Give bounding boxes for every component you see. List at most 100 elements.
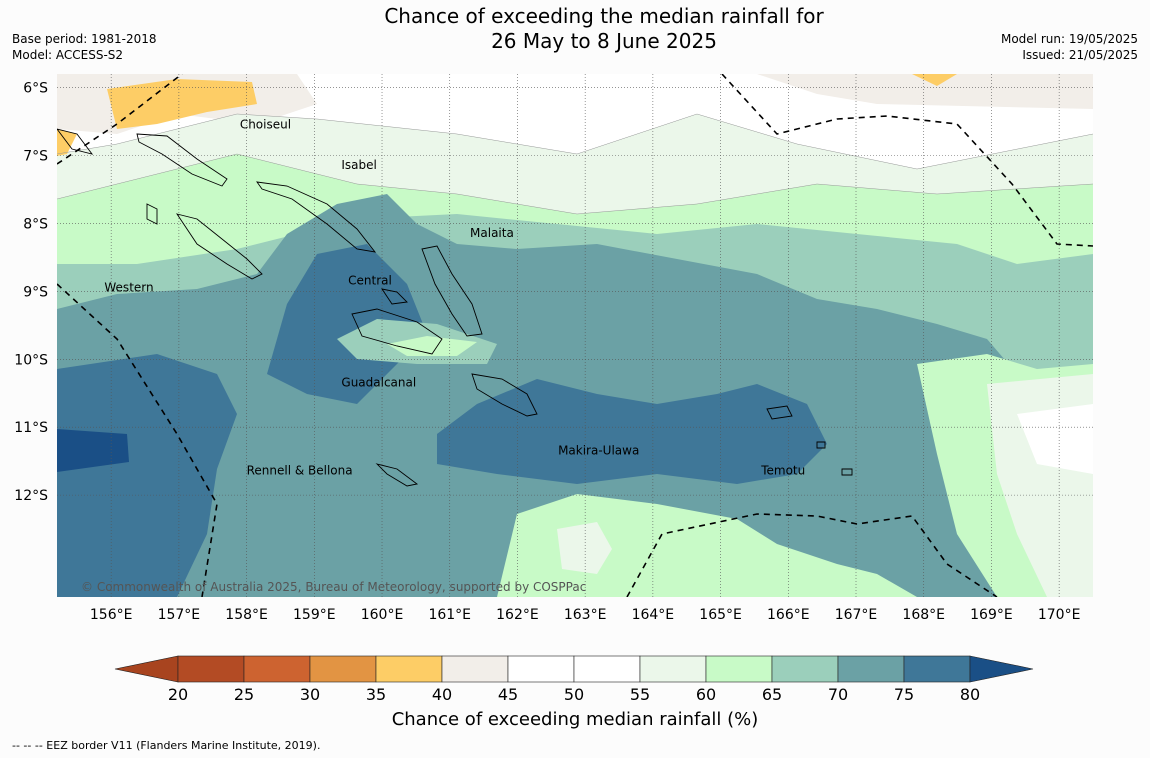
model-run: Model run: 19/05/2025 [1000, 32, 1138, 46]
lat-label: 11°S [14, 420, 48, 436]
lon-label: 157°E [158, 607, 201, 623]
region-label-rennell-bellona: Rennell & Bellona [247, 464, 353, 478]
title-line-2: 26 May to 8 June 2025 [491, 29, 717, 53]
lon-label: 168°E [902, 607, 945, 623]
region-label-western: Western [104, 280, 153, 294]
copyright-notice: © Commonwealth of Australia 2025, Bureau… [81, 580, 586, 594]
level-45-55-east [1017, 404, 1093, 474]
level-55-60-south-spot [557, 522, 612, 574]
title-line-1: Chance of exceeding the median rainfall … [384, 4, 824, 28]
colorbar-tick-label: 65 [762, 685, 782, 704]
rainfall-map: Choiseul Isabel Malaita Western Central Guada… [57, 74, 1093, 597]
graticule [57, 74, 1093, 597]
contour-line-2 [57, 153, 1093, 215]
colorbar-tick-label: 30 [300, 685, 320, 704]
contour-lines [57, 113, 1093, 215]
meta-left: Base period: 1981-2018 Model: ACCESS-S2 [12, 31, 157, 63]
colorbar-tick-label: 20 [168, 685, 188, 704]
lat-label: 9°S [23, 284, 48, 300]
colorbar-label: Chance of exceeding median rainfall (%) [391, 709, 759, 730]
eez-border-north [57, 74, 183, 165]
colorbar-cell [705, 655, 773, 683]
region-labels: Choiseul Isabel Malaita Western Central Guada… [104, 117, 805, 477]
lat-label: 8°S [23, 216, 48, 232]
colorbar-ticks: 20 25 30 35 40 45 50 55 60 65 70 75 80 [168, 685, 980, 704]
lon-labels: 156°E 157°E 158°E 159°E 160°E 161°E 162°E 163°E… [90, 607, 1081, 623]
colorbar-tick-label: 40 [432, 685, 452, 704]
level-35-40-northwest [107, 79, 257, 129]
makira-island [471, 373, 538, 417]
level-35-40-northeast [912, 74, 957, 86]
lon-label: 163°E [564, 607, 607, 623]
colorbar-cell [837, 655, 905, 683]
issued-date: Issued: 21/05/2025 [1022, 48, 1138, 62]
region-label-choiseul: Choiseul [240, 117, 291, 131]
lon-axis: 156°E 157°E 158°E 159°E 160°E 161°E 162°E 163°E… [90, 607, 1081, 623]
region-label-guadalcanal: Guadalcanal [341, 375, 416, 389]
colorbar-cell [639, 655, 707, 683]
lon-label: 161°E [428, 607, 471, 623]
base-period: Base period: 1981-2018 [12, 32, 157, 46]
lon-label: 169°E [970, 607, 1013, 623]
colorbar-cell [771, 655, 839, 683]
guadalcanal-island [351, 308, 443, 355]
colorbar-tick-label: 80 [960, 685, 980, 704]
lat-label: 10°S [14, 352, 48, 368]
lon-label: 170°E [1038, 607, 1081, 623]
colorbar-tick-label: 45 [498, 685, 518, 704]
map-fill-layer [57, 74, 1093, 597]
new-georgia-island [175, 213, 263, 280]
level-75-80-west [57, 354, 237, 597]
eez-footer-note: -- -- -- EEZ border V11 (Flanders Marine… [12, 739, 321, 752]
model-name: Model: ACCESS-S2 [12, 48, 124, 62]
region-label-malaita: Malaita [470, 226, 514, 240]
lon-label: 166°E [767, 607, 810, 623]
eez-border-southeast [626, 513, 998, 597]
colorbar-cell [507, 655, 575, 683]
level-60-65-north-band [57, 154, 1093, 264]
level-75-80-central [267, 244, 427, 404]
lon-label: 164°E [632, 607, 675, 623]
lat-label: 6°S [23, 81, 48, 97]
colorbar-tick-label: 75 [894, 685, 914, 704]
colorbar: 20 25 30 35 40 45 50 55 60 65 70 75 80 [114, 655, 1034, 704]
level-60-65-south [497, 494, 917, 597]
colorbar-arrow-high [969, 655, 1034, 683]
lat-axis: 6°S 7°S 8°S 9°S 10°S 11°S 12°S [14, 81, 48, 505]
lon-label: 158°E [225, 607, 268, 623]
lon-label: 167°E [835, 607, 878, 623]
choiseul-island [136, 133, 228, 187]
colorbar-cell [177, 655, 245, 683]
colorbar-cell [903, 655, 971, 683]
eez-border [57, 74, 1093, 597]
meta-right: Model run: 19/05/2025 Issued: 21/05/2025 [1001, 31, 1138, 63]
isabel-island [256, 181, 377, 253]
level-60-65-guadalcanal [387, 336, 477, 356]
lon-label: 160°E [361, 607, 404, 623]
region-label-central: Central [348, 274, 392, 288]
temotu-islands [766, 405, 853, 476]
colorbar-cell [441, 655, 509, 683]
lat-labels: 6°S 7°S 8°S 9°S 10°S 11°S 12°S [14, 81, 48, 505]
lon-label: 162°E [496, 607, 539, 623]
colorbar-tick-label: 25 [234, 685, 254, 704]
colorbar-tick-label: 35 [366, 685, 386, 704]
malaita-island [421, 245, 483, 337]
colorbar-cell [243, 655, 311, 683]
lat-label: 12°S [14, 488, 48, 504]
colorbar-tick-label: 55 [630, 685, 650, 704]
florida-islands [381, 288, 408, 305]
level-75-80-southeast [437, 379, 827, 484]
lon-label: 165°E [699, 607, 742, 623]
contour-line-1 [57, 113, 1093, 170]
map-title: Chance of exceeding the median rainfall … [0, 4, 1150, 54]
colorbar-cells [114, 655, 1034, 683]
colorbar-tick-label: 50 [564, 685, 584, 704]
level-45-55-north [57, 74, 1093, 169]
level-55-60-band [57, 114, 1093, 214]
shortland-islands [57, 128, 158, 225]
lat-label: 7°S [23, 149, 48, 165]
colorbar-cell [573, 655, 641, 683]
rennell-island [375, 463, 419, 487]
lon-label: 159°E [293, 607, 336, 623]
